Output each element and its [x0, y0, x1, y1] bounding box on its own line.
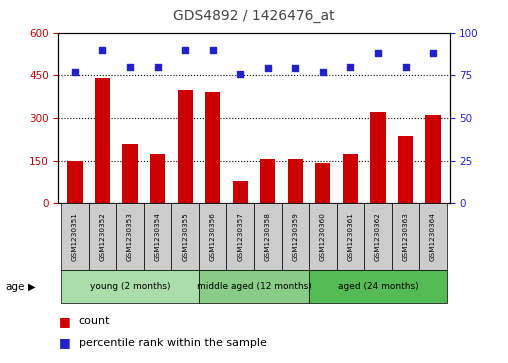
Bar: [260, 159, 275, 203]
Point: [346, 64, 355, 70]
Bar: [364, 203, 392, 270]
Text: GSM1230354: GSM1230354: [154, 212, 161, 261]
Text: GSM1230353: GSM1230353: [127, 212, 133, 261]
Point: [71, 69, 79, 75]
Bar: [315, 163, 330, 203]
Bar: [426, 115, 440, 203]
Text: GSM1230364: GSM1230364: [430, 212, 436, 261]
Text: GSM1230363: GSM1230363: [402, 212, 408, 261]
Text: GSM1230355: GSM1230355: [182, 212, 188, 261]
Bar: [309, 270, 447, 303]
Text: GSM1230356: GSM1230356: [210, 212, 216, 261]
Bar: [116, 203, 144, 270]
Bar: [199, 270, 309, 303]
Bar: [61, 270, 199, 303]
Bar: [199, 203, 227, 270]
Point: [291, 66, 299, 72]
Text: GSM1230360: GSM1230360: [320, 212, 326, 261]
Bar: [419, 203, 447, 270]
Text: middle aged (12 months): middle aged (12 months): [197, 282, 311, 291]
Point: [181, 47, 189, 53]
Bar: [144, 203, 171, 270]
Bar: [227, 203, 254, 270]
Point: [319, 69, 327, 75]
Bar: [337, 203, 364, 270]
Bar: [95, 78, 110, 203]
Text: ■: ■: [58, 337, 70, 350]
Bar: [233, 180, 248, 203]
Point: [401, 64, 409, 70]
Text: count: count: [79, 316, 110, 326]
Text: young (2 months): young (2 months): [90, 282, 170, 291]
Bar: [309, 203, 337, 270]
Text: GSM1230358: GSM1230358: [265, 212, 271, 261]
Text: GSM1230357: GSM1230357: [237, 212, 243, 261]
Bar: [122, 144, 138, 203]
Point: [236, 71, 244, 77]
Point: [374, 50, 382, 56]
Text: GSM1230352: GSM1230352: [100, 212, 106, 261]
Point: [99, 47, 107, 53]
Text: GSM1230351: GSM1230351: [72, 212, 78, 261]
Text: ■: ■: [58, 315, 70, 328]
Point: [126, 64, 134, 70]
Text: percentile rank within the sample: percentile rank within the sample: [79, 338, 267, 348]
Text: age: age: [5, 282, 24, 292]
Bar: [398, 136, 413, 203]
Text: GDS4892 / 1426476_at: GDS4892 / 1426476_at: [173, 9, 335, 23]
Point: [153, 64, 162, 70]
Point: [264, 66, 272, 72]
Bar: [281, 203, 309, 270]
Text: GSM1230361: GSM1230361: [347, 212, 354, 261]
Bar: [205, 93, 220, 203]
Point: [209, 47, 217, 53]
Text: GSM1230362: GSM1230362: [375, 212, 381, 261]
Bar: [370, 112, 386, 203]
Bar: [288, 159, 303, 203]
Bar: [178, 90, 193, 203]
Point: [429, 50, 437, 56]
Bar: [171, 203, 199, 270]
Text: GSM1230359: GSM1230359: [292, 212, 298, 261]
Bar: [392, 203, 419, 270]
Bar: [68, 160, 82, 203]
Bar: [61, 203, 89, 270]
Bar: [343, 154, 358, 203]
Bar: [89, 203, 116, 270]
Text: ▶: ▶: [28, 282, 36, 292]
Bar: [150, 154, 165, 203]
Bar: [254, 203, 281, 270]
Text: aged (24 months): aged (24 months): [338, 282, 418, 291]
